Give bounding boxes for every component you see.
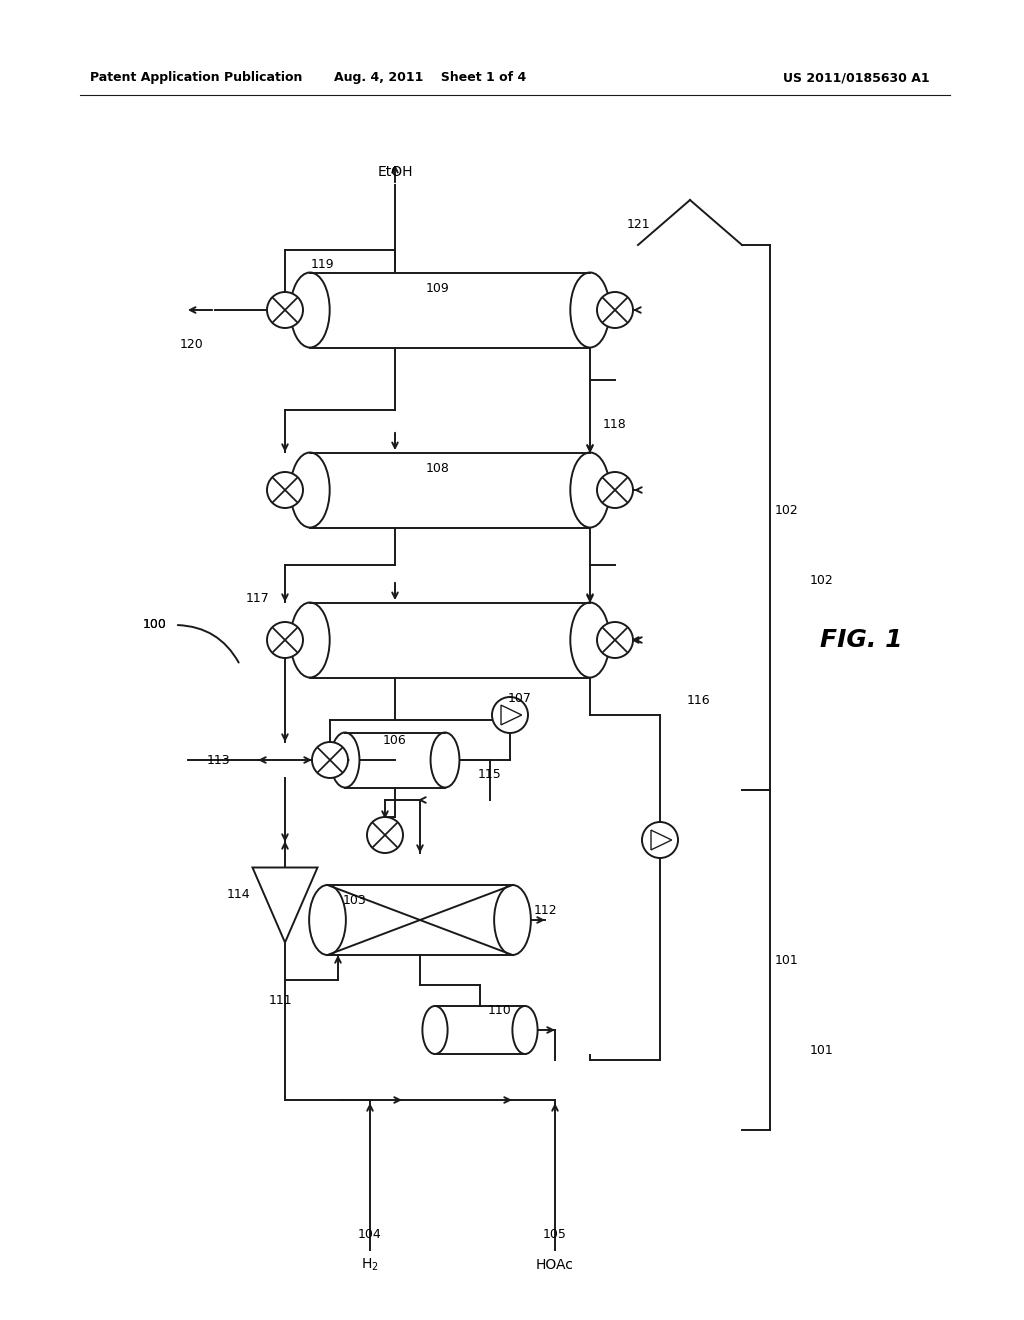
Polygon shape	[501, 705, 521, 725]
Ellipse shape	[291, 602, 330, 677]
Polygon shape	[651, 830, 672, 850]
Text: 117: 117	[246, 591, 270, 605]
Text: 104: 104	[358, 1229, 382, 1242]
Text: 112: 112	[534, 903, 557, 916]
Text: HOAc: HOAc	[536, 1258, 573, 1272]
Text: 121: 121	[627, 219, 650, 231]
Bar	[310, 453, 590, 528]
Circle shape	[597, 622, 633, 657]
Circle shape	[642, 822, 678, 858]
Text: 114: 114	[226, 888, 250, 902]
Text: 116: 116	[686, 693, 710, 706]
Ellipse shape	[570, 602, 609, 677]
Text: 120: 120	[180, 338, 204, 351]
Text: 109: 109	[426, 282, 450, 296]
Circle shape	[367, 817, 403, 853]
Text: 107: 107	[508, 692, 531, 705]
Circle shape	[492, 697, 528, 733]
Text: 119: 119	[310, 259, 334, 272]
Ellipse shape	[309, 884, 346, 954]
Circle shape	[267, 473, 303, 508]
Text: 100: 100	[143, 619, 167, 631]
Text: 101: 101	[810, 1044, 834, 1056]
Text: 106: 106	[383, 734, 407, 747]
Text: 102: 102	[775, 503, 799, 516]
Ellipse shape	[512, 1006, 538, 1053]
Text: EtOH: EtOH	[377, 165, 413, 180]
Text: 102: 102	[810, 573, 834, 586]
Text: 101: 101	[775, 953, 799, 966]
Bar	[435, 1006, 525, 1053]
Bar	[345, 733, 445, 788]
Text: 100: 100	[143, 619, 167, 631]
Text: Patent Application Publication: Patent Application Publication	[90, 71, 302, 84]
Text: 103: 103	[343, 894, 367, 907]
Ellipse shape	[495, 884, 530, 954]
Text: 110: 110	[488, 1003, 512, 1016]
Ellipse shape	[331, 733, 359, 788]
Text: H$_2$: H$_2$	[361, 1257, 379, 1274]
Ellipse shape	[291, 453, 330, 528]
Polygon shape	[253, 867, 317, 942]
Bar	[310, 272, 590, 347]
Circle shape	[267, 292, 303, 327]
Text: Aug. 4, 2011    Sheet 1 of 4: Aug. 4, 2011 Sheet 1 of 4	[334, 71, 526, 84]
Circle shape	[312, 742, 348, 777]
Text: 111: 111	[268, 994, 292, 1006]
Text: FIG. 1: FIG. 1	[820, 628, 902, 652]
Text: 108: 108	[426, 462, 450, 474]
Circle shape	[267, 622, 303, 657]
Circle shape	[597, 473, 633, 508]
FancyArrowPatch shape	[178, 626, 239, 663]
Bar	[310, 602, 590, 677]
Circle shape	[597, 292, 633, 327]
Bar	[328, 884, 512, 954]
Ellipse shape	[570, 272, 609, 347]
Text: 115: 115	[478, 768, 502, 781]
Ellipse shape	[422, 1006, 447, 1053]
Text: 105: 105	[543, 1229, 567, 1242]
Ellipse shape	[291, 272, 330, 347]
Ellipse shape	[430, 733, 460, 788]
Ellipse shape	[570, 453, 609, 528]
Text: 113: 113	[206, 754, 229, 767]
Text: US 2011/0185630 A1: US 2011/0185630 A1	[783, 71, 930, 84]
Text: 118: 118	[603, 418, 627, 432]
